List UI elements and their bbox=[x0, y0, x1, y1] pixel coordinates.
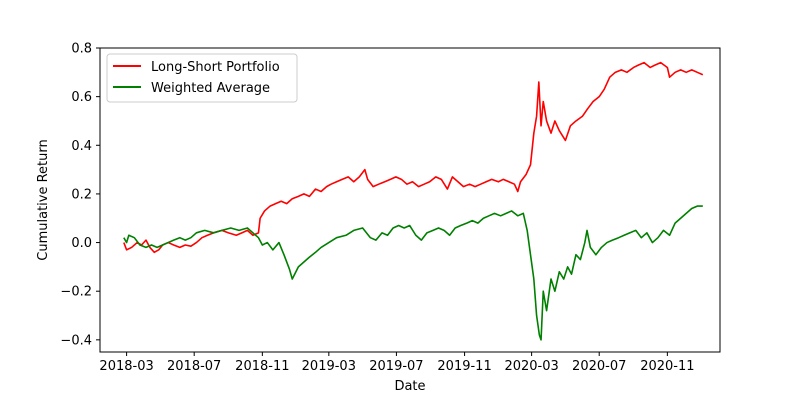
x-tick-label: 2018-11 bbox=[235, 359, 289, 374]
x-tick-label: 2019-07 bbox=[369, 359, 423, 374]
y-tick-label: −0.4 bbox=[60, 333, 92, 348]
x-tick-label: 2019-03 bbox=[302, 359, 356, 374]
y-tick-label: −0.2 bbox=[60, 285, 92, 300]
legend-box bbox=[106, 53, 298, 103]
series-lines bbox=[123, 61, 704, 341]
y-tick-label: 0.2 bbox=[71, 187, 92, 202]
y-axis-label: Cumulative Return bbox=[36, 139, 51, 260]
y-tick-label: 0.0 bbox=[71, 236, 92, 251]
y-tick-label: 0.6 bbox=[71, 90, 92, 105]
x-tick-label: 2020-03 bbox=[504, 359, 558, 374]
y-tick-label: 0.8 bbox=[71, 42, 92, 57]
y-axis-ticks: −0.4 −0.2 0.0 0.2 0.4 0.6 0.8 bbox=[60, 42, 100, 348]
x-axis-label: Date bbox=[394, 379, 425, 394]
x-tick-label: 2018-07 bbox=[167, 359, 221, 374]
legend: Long-Short Portfolio Weighted Average bbox=[106, 53, 298, 103]
x-tick-label: 2020-07 bbox=[572, 359, 626, 374]
y-tick-label: 0.4 bbox=[71, 139, 92, 154]
legend-label-weighted-average: Weighted Average bbox=[151, 81, 270, 96]
series-line-weighted-average bbox=[123, 205, 703, 341]
plot-area-frame bbox=[99, 47, 721, 353]
legend-label-long-short: Long-Short Portfolio bbox=[151, 60, 280, 75]
x-axis-ticks: 2018-03 2018-07 2018-11 2019-03 2019-07 2019-… bbox=[99, 352, 695, 374]
x-tick-label: 2019-11 bbox=[437, 359, 491, 374]
x-tick-label: 2018-03 bbox=[99, 359, 153, 374]
x-tick-label: 2020-11 bbox=[640, 359, 694, 374]
